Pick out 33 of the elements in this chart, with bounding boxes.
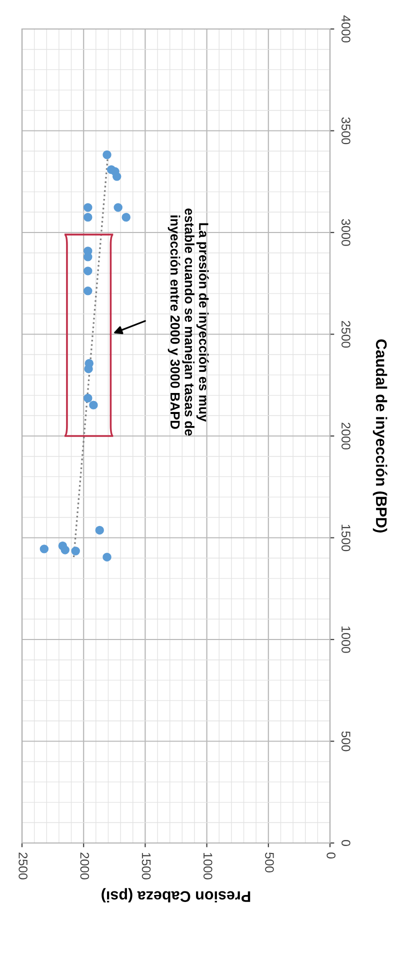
point — [84, 266, 92, 276]
point — [110, 167, 120, 176]
point — [84, 212, 92, 222]
annotation: La presión de inyección es muy estable cuando se manejan tasas de inyección entre 2000 y 3000 BAPD — [168, 208, 209, 436]
point — [60, 546, 70, 554]
x-tick-label: 500 — [265, 852, 274, 872]
point — [84, 394, 92, 403]
point — [71, 546, 80, 556]
y-tick-label: 0 — [342, 840, 350, 846]
y-tick-label: 2500 — [342, 320, 350, 348]
point — [89, 400, 98, 410]
point — [95, 526, 104, 535]
x-tick-label: 0 — [326, 852, 336, 858]
x-tick-label: 2000 — [80, 852, 90, 880]
y-tick-label: 3500 — [342, 117, 350, 144]
point — [122, 212, 130, 222]
point — [40, 544, 49, 554]
y-tick-label: 4000 — [342, 15, 350, 42]
point — [84, 286, 92, 296]
x-axis-title: Presion Cabeza (psi) — [102, 888, 250, 902]
y-tick-label: 500 — [342, 731, 350, 752]
y-axis-title: Caudal de inyección (BPD) — [372, 339, 388, 532]
y-tick-label: 1500 — [342, 524, 350, 552]
x-tick-label: 2500 — [18, 852, 28, 880]
x-tick-label: 1500 — [142, 852, 151, 880]
point — [102, 552, 112, 562]
point — [84, 203, 92, 212]
y-tick-label: 1000 — [342, 626, 350, 653]
y-tick-label: 2000 — [342, 422, 350, 450]
y-tick-label: 3000 — [342, 219, 350, 246]
point — [102, 150, 112, 160]
x-tick-label: 1000 — [203, 852, 212, 880]
point — [114, 203, 122, 212]
